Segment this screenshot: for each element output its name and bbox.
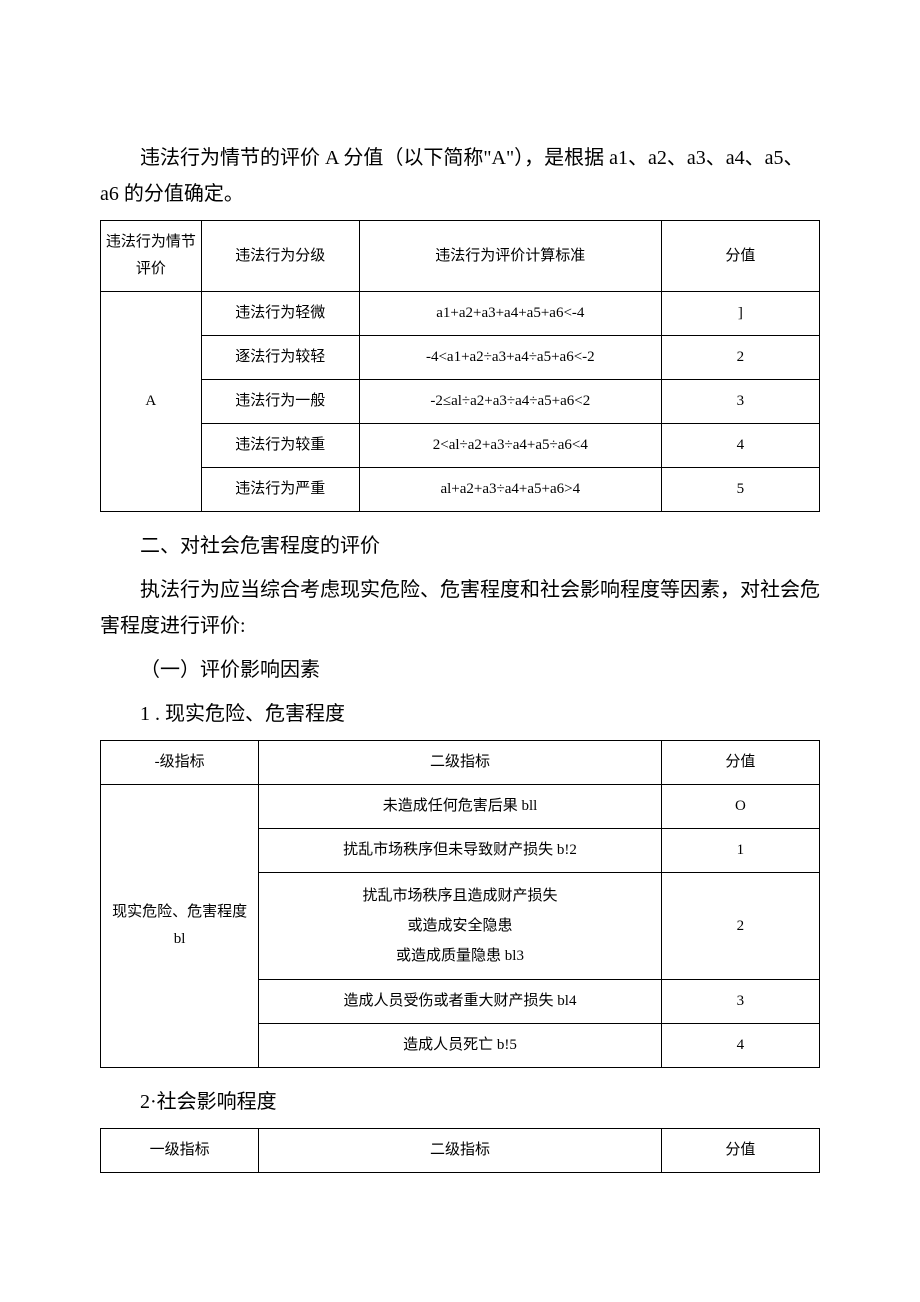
table-header-cell: -级指标: [101, 741, 259, 785]
table-header-row: -级指标 二级指标 分值: [101, 741, 820, 785]
item-heading: 2·社会影响程度: [100, 1084, 820, 1120]
table-row: 违法行为严重 al+a2+a3÷a4+a5+a6>4 5: [101, 468, 820, 512]
table-cell-multiline: 扰乱市场秩序且造成财产损失或造成安全隐患或造成质量隐患 bl3: [259, 873, 662, 980]
section-heading: 二、对社会危害程度的评价: [100, 528, 820, 564]
table-cell: 4: [661, 1024, 819, 1068]
table-cell: a1+a2+a3+a4+a5+a6<-4: [359, 292, 661, 336]
table-cell: 3: [661, 980, 819, 1024]
table-header-cell: 违法行为分级: [201, 221, 359, 292]
table-row: A 违法行为轻微 a1+a2+a3+a4+a5+a6<-4 ]: [101, 292, 820, 336]
table-harm-degree: -级指标 二级指标 分值 现实危险、危害程度 bl 未造成任何危害后果 bll …: [100, 740, 820, 1068]
table-cell: 违法行为轻微: [201, 292, 359, 336]
table-cell: 未造成任何危害后果 bll: [259, 785, 662, 829]
table-cell: 违法行为较重: [201, 424, 359, 468]
table-cell: -2≤al÷a2+a3÷a4÷a5+a6<2: [359, 380, 661, 424]
table-cell: -4<a1+a2÷a3+a4÷a5+a6<-2: [359, 336, 661, 380]
table-row: 违法行为一般 -2≤al÷a2+a3÷a4÷a5+a6<2 3: [101, 380, 820, 424]
table-header-row: 违法行为情节评价 违法行为分级 违法行为评价计算标准 分值: [101, 221, 820, 292]
subsection-heading: （一）评价影响因素: [100, 652, 820, 688]
table-rowspan-cell: 现实危险、危害程度 bl: [101, 785, 259, 1068]
table-social-impact: 一级指标 二级指标 分值: [100, 1128, 820, 1173]
item-heading: 1 . 现实危险、危害程度: [100, 696, 820, 732]
table-header-cell: 二级指标: [259, 741, 662, 785]
table-cell: 2: [661, 336, 819, 380]
table-cell: ]: [661, 292, 819, 336]
table-cell: 5: [661, 468, 819, 512]
table-cell: 造成人员受伤或者重大财产损失 bl4: [259, 980, 662, 1024]
table-cell: 违法行为一般: [201, 380, 359, 424]
table-header-cell: 一级指标: [101, 1129, 259, 1173]
table-header-cell: 违法行为评价计算标准: [359, 221, 661, 292]
table-cell: 2<al÷a2+a3÷a4+a5÷a6<4: [359, 424, 661, 468]
table-violation-evaluation: 违法行为情节评价 违法行为分级 违法行为评价计算标准 分值 A 违法行为轻微 a…: [100, 220, 820, 512]
table-cell: 造成人员死亡 b!5: [259, 1024, 662, 1068]
table-cell: 2: [661, 873, 819, 980]
table-cell: 违法行为严重: [201, 468, 359, 512]
table-cell: 1: [661, 829, 819, 873]
table-cell: 4: [661, 424, 819, 468]
table-header-cell: 分值: [661, 221, 819, 292]
table-cell: 扰乱市场秩序但未导致财产损失 b!2: [259, 829, 662, 873]
table-cell: 逐法行为较轻: [201, 336, 359, 380]
table-row: 现实危险、危害程度 bl 未造成任何危害后果 bll O: [101, 785, 820, 829]
table-rowspan-cell: A: [101, 292, 202, 512]
table-cell: al+a2+a3÷a4+a5+a6>4: [359, 468, 661, 512]
section-paragraph: 执法行为应当综合考虑现实危险、危害程度和社会影响程度等因素，对社会危害程度进行评…: [100, 572, 820, 644]
table-cell: O: [661, 785, 819, 829]
table-row: 逐法行为较轻 -4<a1+a2÷a3+a4÷a5+a6<-2 2: [101, 336, 820, 380]
table-header-cell: 违法行为情节评价: [101, 221, 202, 292]
table-cell: 3: [661, 380, 819, 424]
table-header-cell: 分值: [661, 1129, 819, 1173]
table-row: 违法行为较重 2<al÷a2+a3÷a4+a5÷a6<4 4: [101, 424, 820, 468]
table-header-cell: 二级指标: [259, 1129, 662, 1173]
table-header-cell: 分值: [661, 741, 819, 785]
table-header-row: 一级指标 二级指标 分值: [101, 1129, 820, 1173]
intro-paragraph: 违法行为情节的评价 A 分值（以下简称"A"），是根据 a1、a2、a3、a4、…: [100, 140, 820, 212]
